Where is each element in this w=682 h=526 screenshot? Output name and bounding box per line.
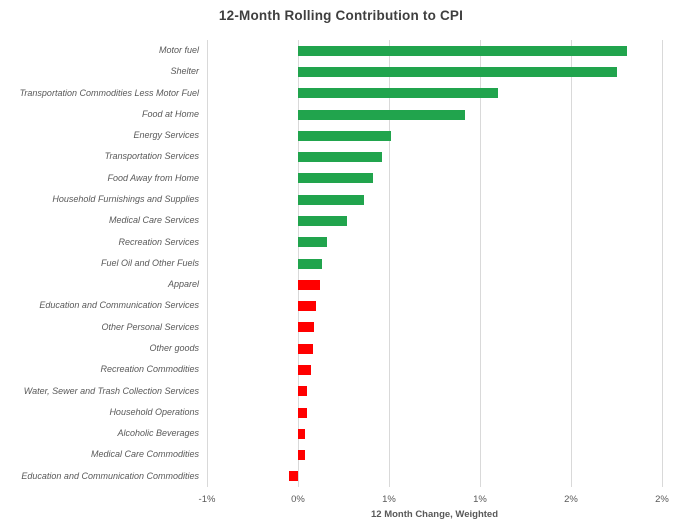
- bar: [298, 322, 315, 333]
- category-label: Household Operations: [109, 406, 199, 417]
- gridline: [661, 40, 663, 487]
- category-label: Food at Home: [141, 108, 199, 119]
- category-label: Recreation Services: [118, 236, 199, 247]
- bar: [298, 301, 317, 312]
- bar: [298, 258, 322, 269]
- bar: [298, 407, 308, 418]
- x-tick-label: 2%: [655, 494, 669, 505]
- category-label: Shelter: [170, 66, 199, 77]
- bar: [298, 152, 382, 163]
- category-label: Apparel: [167, 279, 199, 290]
- category-label: Alcoholic Beverages: [117, 428, 199, 439]
- bar: [298, 130, 391, 141]
- bar: [298, 343, 313, 354]
- bar: [298, 66, 617, 77]
- gridline: [206, 40, 208, 487]
- gridline: [388, 40, 390, 487]
- category-label: Food Away from Home: [107, 172, 199, 183]
- category-label: Recreation Commodities: [100, 364, 199, 375]
- bar: [298, 386, 308, 397]
- bar: [288, 471, 298, 482]
- category-label: Motor fuel: [158, 45, 199, 55]
- bar: [298, 450, 306, 461]
- category-label: Education and Communication Services: [39, 300, 199, 311]
- bar: [298, 109, 466, 120]
- bar: [298, 364, 311, 375]
- category-label: Medical Care Services: [108, 215, 199, 226]
- plot-area: [206, 40, 663, 487]
- bar: [298, 88, 499, 99]
- x-tick-label: 1%: [382, 494, 396, 505]
- category-label: Energy Services: [133, 130, 199, 141]
- bar: [298, 215, 348, 226]
- bar: [298, 194, 364, 205]
- category-label: Other Personal Services: [101, 321, 199, 332]
- category-axis: Motor fuel Shelter Transportation Commodit…: [0, 40, 199, 487]
- category-label: Water, Sewer and Trash Collection Servic…: [23, 385, 199, 396]
- category-label: Education and Communication Commodities: [21, 470, 199, 481]
- x-tick-label: 0%: [291, 494, 305, 505]
- bar: [298, 237, 328, 248]
- bar: [298, 45, 628, 56]
- category-label: Fuel Oil and Other Fuels: [100, 257, 199, 268]
- x-tick-label: -1%: [198, 494, 216, 505]
- category-label: Other goods: [149, 343, 199, 353]
- category-label: Transportation Services: [104, 151, 199, 162]
- bar: [298, 173, 373, 184]
- bar: [298, 428, 306, 439]
- x-tick-label: 2%: [564, 494, 578, 505]
- bar: [298, 279, 320, 290]
- gridline: [570, 40, 572, 487]
- x-tick-label: 1%: [473, 494, 487, 505]
- x-axis-title: 12 Month Change, Weighted: [370, 509, 499, 520]
- chart-title: 12-Month Rolling Contribution to CPI: [218, 8, 464, 23]
- category-label: Transportation Commodities Less Motor Fu…: [19, 87, 199, 98]
- category-label: Household Furnishings and Supplies: [52, 194, 199, 204]
- category-label: Medical Care Commodities: [90, 449, 199, 460]
- gridline: [479, 40, 481, 487]
